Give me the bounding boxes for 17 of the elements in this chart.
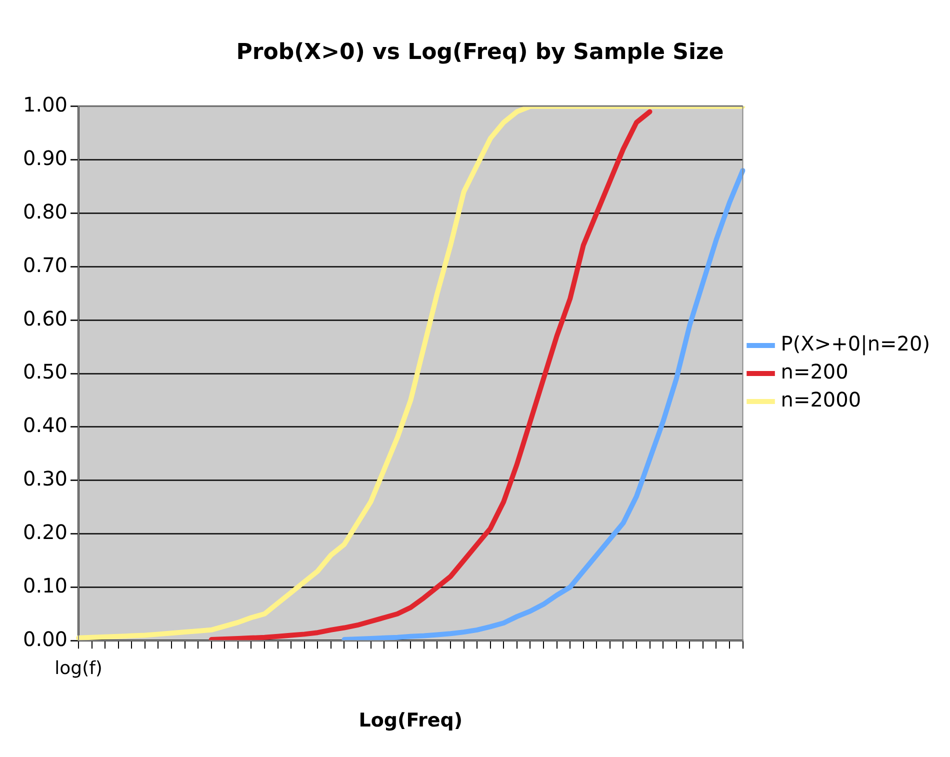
y-tick-label: 0.60: [23, 306, 68, 330]
y-tick-label: 0.30: [23, 466, 68, 491]
legend-label: n=2000: [780, 388, 862, 412]
y-tick-label: 1.00: [23, 92, 68, 117]
x-axis-title: Log(Freq): [358, 710, 463, 732]
y-tick-label: 0.90: [23, 146, 68, 170]
y-tick-label: 0.70: [23, 252, 68, 277]
y-tick-label: 0.00: [23, 626, 68, 651]
x-tick-label: log(f): [54, 658, 102, 680]
y-tick-label: 0.20: [23, 520, 68, 544]
chart-title: Prob(X>0) vs Log(Freq) by Sample Size: [236, 40, 724, 65]
legend-label: n=200: [780, 360, 848, 384]
y-tick-label: 0.50: [23, 360, 68, 384]
y-tick-label: 0.10: [23, 573, 68, 598]
legend-label: P(X>+0|n=20): [780, 332, 930, 356]
y-tick-label: 0.80: [23, 199, 68, 224]
y-tick-label: 0.40: [23, 413, 68, 438]
